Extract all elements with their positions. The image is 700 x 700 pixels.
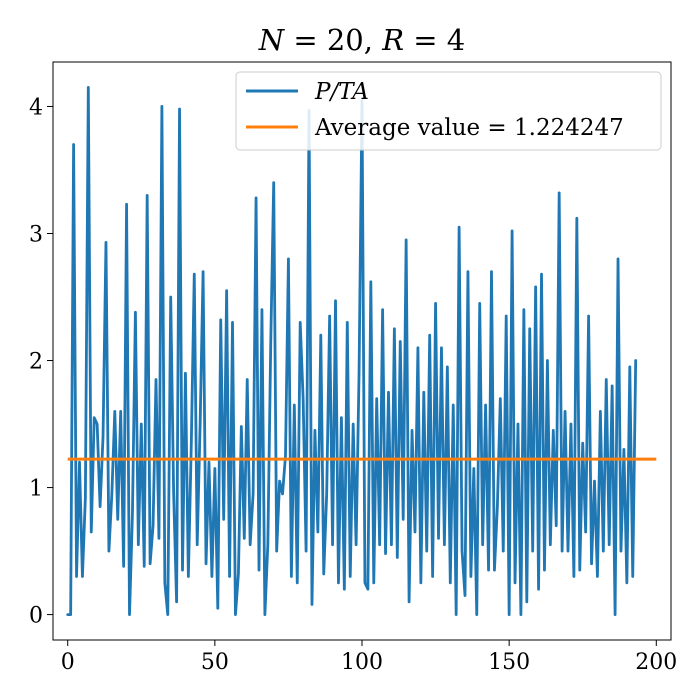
y-tick-label: 1 xyxy=(29,477,43,502)
x-tick-label: 200 xyxy=(635,650,677,675)
legend-box xyxy=(235,71,662,151)
y-tick-label: 4 xyxy=(29,95,43,120)
y-tick-label: 2 xyxy=(29,350,43,375)
legend-label-average: Average value = 1.224247 xyxy=(314,115,624,141)
legend: P/TA Average value = 1.224247 xyxy=(235,71,662,151)
x-tick-label: 0 xyxy=(61,650,75,675)
y-tick-label: 0 xyxy=(29,604,43,629)
series-line-pta xyxy=(66,86,638,616)
series-layer xyxy=(66,86,657,616)
x-tick-label: 150 xyxy=(488,650,530,675)
chart-title: N = 20, R = 4 xyxy=(258,23,465,57)
x-tick-label: 50 xyxy=(201,650,229,675)
legend-label-pta: P/TA xyxy=(314,79,369,105)
y-tick-label: 3 xyxy=(29,222,43,247)
axes-layer: 0 50 100 150 200 0 1 2 3 4 xyxy=(29,61,677,675)
x-tick-label: 100 xyxy=(341,650,383,675)
